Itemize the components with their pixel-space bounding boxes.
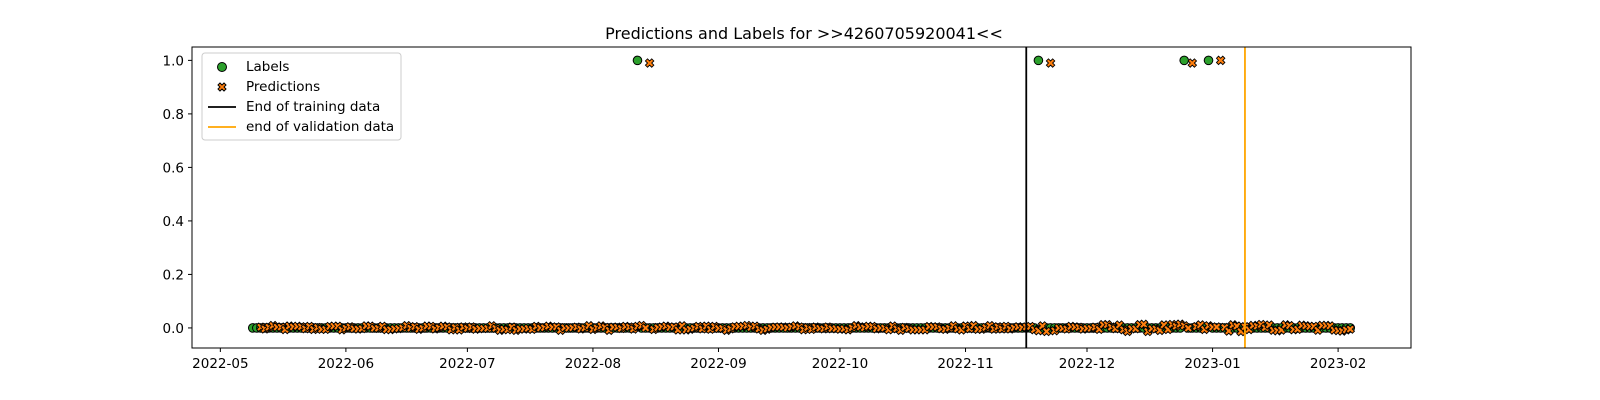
- x-tick-label: 2022-07: [439, 356, 495, 372]
- y-tick-label: 0.0: [163, 321, 184, 337]
- y-tick-label: 0.4: [163, 214, 184, 230]
- x-tick-label: 2022-11: [937, 356, 993, 372]
- x-tick-label: 2022-08: [565, 356, 621, 372]
- y-tick-label: 0.2: [163, 267, 184, 283]
- x-tick-label: 2023-02: [1310, 356, 1366, 372]
- label-point: [1179, 55, 1190, 66]
- legend: Labels Predictions End of training data …: [201, 52, 402, 141]
- prediction-point: [644, 58, 655, 68]
- y-tick-label: 0.6: [163, 160, 184, 176]
- legend-frame: [201, 52, 402, 141]
- prediction-point: [1345, 324, 1356, 334]
- legend-validation-end-text: end of validation data: [246, 119, 394, 135]
- label-point: [1203, 55, 1214, 66]
- x-tick-label: 2022-06: [318, 356, 374, 372]
- label-point: [632, 55, 643, 66]
- prediction-point: [1187, 58, 1198, 68]
- chart-title: Predictions and Labels for >>42607059200…: [605, 24, 1003, 43]
- x-axis: 2022-05 2022-06 2022-07 2022-08 2022-09 2022-…: [192, 348, 1366, 372]
- y-tick-label: 0.8: [163, 107, 184, 123]
- y-axis: 0.0 0.2 0.4 0.6 0.8 1.0: [163, 53, 192, 337]
- x-tick-label: 2023-01: [1184, 356, 1240, 372]
- plot-frame: [191, 46, 1412, 349]
- legend-labels-marker: [217, 62, 227, 72]
- prediction-point: [1045, 58, 1056, 68]
- y-tick-label: 1.0: [163, 53, 184, 69]
- x-tick-label: 2022-05: [192, 356, 248, 372]
- legend-predictions-marker: [217, 82, 227, 92]
- markers: [247, 55, 1356, 337]
- legend-entry-training-end: End of training data: [208, 99, 380, 115]
- legend-labels-text: Labels: [246, 59, 289, 75]
- vertical-lines: [1025, 47, 1246, 348]
- legend-entry-validation-end: end of validation data: [208, 119, 394, 135]
- legend-entry-labels: Labels: [217, 59, 289, 75]
- label-point: [1033, 55, 1044, 66]
- legend-training-end-text: End of training data: [246, 99, 380, 115]
- x-tick-label: 2022-09: [690, 356, 746, 372]
- x-tick-label: 2022-12: [1059, 356, 1115, 372]
- x-tick-label: 2022-10: [812, 356, 868, 372]
- legend-predictions-text: Predictions: [246, 79, 320, 95]
- legend-entry-predictions: Predictions: [217, 79, 320, 95]
- prediction-point: [1183, 323, 1194, 334]
- prediction-point: [1215, 55, 1226, 66]
- prediction-point: [640, 323, 651, 333]
